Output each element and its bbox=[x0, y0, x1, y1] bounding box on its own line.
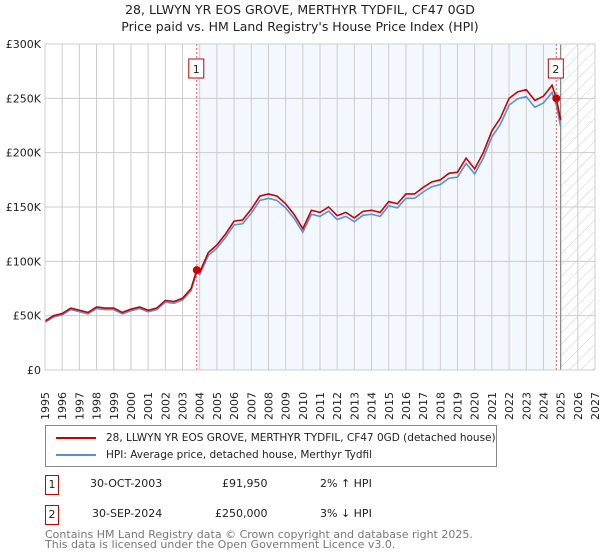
y-tick-label: £300K bbox=[6, 38, 42, 51]
x-tick-label: 1999 bbox=[108, 392, 121, 420]
table-row: 2 30-SEP-2024 £250,000 3% ↓ HPI bbox=[45, 505, 495, 525]
x-tick-label: 2019 bbox=[452, 392, 465, 420]
x-tick-label: 1997 bbox=[73, 392, 86, 420]
x-tick-label: 2011 bbox=[314, 392, 327, 420]
x-tick-label: 2018 bbox=[434, 392, 447, 420]
sale-marker-badge: 2 bbox=[45, 505, 59, 525]
x-tick-label: 2010 bbox=[297, 392, 310, 420]
x-tick-label: 2002 bbox=[159, 392, 172, 420]
sale-point bbox=[552, 94, 561, 103]
legend-blue-swatch bbox=[56, 454, 96, 456]
legend-red-swatch bbox=[56, 437, 96, 439]
plot-area: 1995 1996 1997 1998 1999 2000 2001 2002 2003 2004… bbox=[6, 38, 600, 420]
hpi-series-line bbox=[44, 90, 562, 324]
x-tick-label: 1995 bbox=[39, 392, 52, 420]
x-tick-label: 2026 bbox=[572, 392, 585, 420]
x-tick-label: 2015 bbox=[383, 392, 396, 420]
x-tick-label: 2007 bbox=[245, 392, 258, 420]
x-tick-label: 2022 bbox=[503, 392, 516, 420]
plot-border bbox=[44, 43, 596, 371]
x-tick-label: 2004 bbox=[194, 392, 207, 420]
y-tick-label: £250K bbox=[6, 92, 42, 105]
x-tick-label: 2012 bbox=[331, 392, 344, 420]
x-tick-label: 1996 bbox=[56, 392, 69, 420]
footer: Contains HM Land Registry data © Crown c… bbox=[45, 528, 473, 551]
sale-price: £91,950 bbox=[222, 477, 268, 490]
x-tick-label: 2014 bbox=[366, 392, 379, 420]
sale-hpi-diff: 3% ↓ HPI bbox=[320, 507, 372, 520]
legend-property: 28, LLWYN YR EOS GROVE, MERTHYR TYDFIL, … bbox=[106, 432, 496, 444]
y-tick-label: £200K bbox=[6, 147, 42, 160]
y-tick-label: £100K bbox=[6, 255, 42, 268]
x-tick-label: 1998 bbox=[91, 392, 104, 420]
x-tick-label: 2016 bbox=[400, 392, 413, 420]
chart-title: 28, LLWYN YR EOS GROVE, MERTHYR TYDFIL, … bbox=[125, 2, 475, 17]
x-tick-label: 2005 bbox=[211, 392, 224, 420]
y-tick-label: £150K bbox=[6, 201, 42, 214]
x-tick-label: 2009 bbox=[280, 392, 293, 420]
x-tick-label: 2025 bbox=[555, 392, 568, 420]
x-tick-label: 2013 bbox=[348, 392, 361, 420]
sale-label: 2 bbox=[552, 63, 559, 76]
sale-marker-badge: 1 bbox=[45, 475, 59, 495]
sale-date: 30-OCT-2003 bbox=[90, 477, 163, 490]
x-tick-label: 2008 bbox=[262, 392, 275, 420]
sale-label-box bbox=[547, 58, 564, 79]
y-tick-label: £50K bbox=[13, 310, 42, 323]
x-tick-label: 2024 bbox=[537, 392, 550, 420]
sale-label: 1 bbox=[193, 63, 200, 76]
legend: 28, LLWYN YR EOS GROVE, MERTHYR TYDFIL, … bbox=[45, 425, 497, 467]
sale-price: £250,000 bbox=[215, 507, 268, 520]
x-tick-label: 2021 bbox=[486, 392, 499, 420]
x-tick-label: 2000 bbox=[125, 392, 138, 420]
legend-hpi: HPI: Average price, detached house, Mert… bbox=[106, 449, 373, 461]
y-tick-label: £0 bbox=[27, 364, 41, 377]
x-tick-label: 2020 bbox=[469, 392, 482, 420]
sale-point bbox=[192, 266, 201, 275]
property-series-line bbox=[44, 83, 562, 322]
x-tick-label: 2001 bbox=[142, 392, 155, 420]
sale-hpi-diff: 2% ↑ HPI bbox=[320, 477, 372, 490]
table-row: 1 30-OCT-2003 £91,950 2% ↑ HPI bbox=[45, 475, 495, 495]
x-tick-label: 2017 bbox=[417, 392, 430, 420]
x-tick-label: 2027 bbox=[589, 392, 600, 420]
x-tick-label: 2006 bbox=[228, 392, 241, 420]
x-tick-label: 2023 bbox=[520, 392, 533, 420]
footer-line-1: Contains HM Land Registry data © Crown c… bbox=[45, 528, 473, 541]
sale-label-box bbox=[188, 58, 205, 79]
footer-line-2: This data is licensed under the Open Gov… bbox=[45, 538, 396, 551]
x-tick-label: 2003 bbox=[177, 392, 190, 420]
chart-subtitle: Price paid vs. HM Land Registry's House … bbox=[121, 19, 479, 34]
sale-date: 30-SEP-2024 bbox=[92, 507, 163, 520]
